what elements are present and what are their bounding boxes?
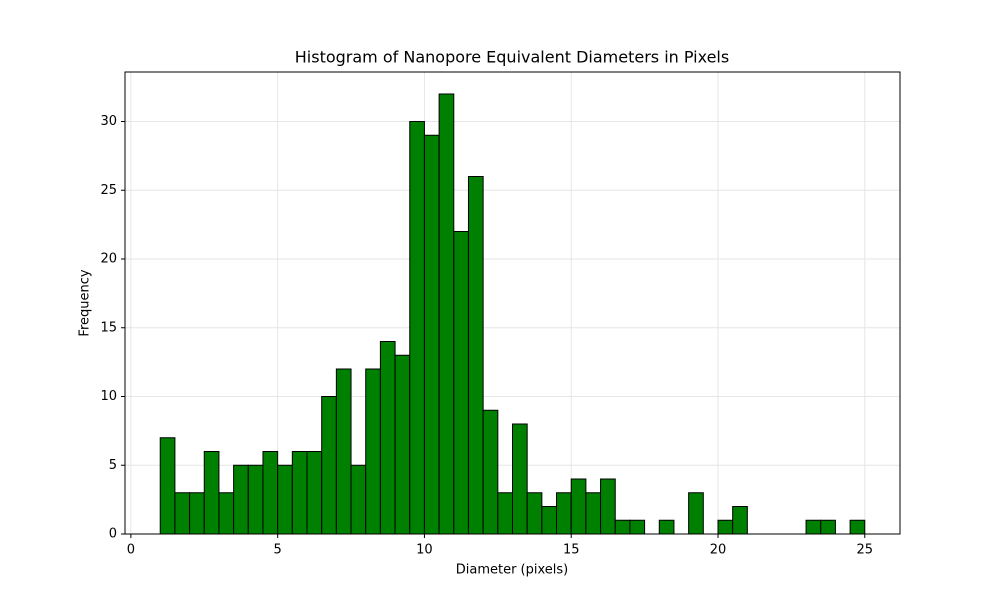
bar <box>585 492 602 535</box>
bar <box>262 451 279 535</box>
bar <box>321 396 337 535</box>
x-tick-label: 25 <box>856 543 873 558</box>
bar <box>233 464 249 535</box>
bar <box>379 341 396 535</box>
bar <box>159 437 176 535</box>
bar <box>688 492 704 535</box>
bar <box>438 93 455 535</box>
x-tick-label: 15 <box>563 543 580 558</box>
bar <box>467 176 484 535</box>
x-axis-label: Diameter (pixels) <box>456 563 569 578</box>
y-tick-label: 15 <box>100 320 117 335</box>
bar <box>526 492 543 535</box>
bar <box>497 492 513 535</box>
bar <box>570 478 587 535</box>
bar <box>423 134 440 535</box>
bar <box>306 451 323 535</box>
bar <box>247 464 264 535</box>
bar <box>174 492 191 535</box>
bar <box>453 231 469 535</box>
y-tick-label: 10 <box>100 389 117 404</box>
y-tick-label: 0 <box>109 527 117 542</box>
bar <box>849 519 866 535</box>
x-tick-label: 5 <box>274 543 282 558</box>
bar <box>218 492 235 535</box>
bar <box>394 354 411 535</box>
bar <box>732 506 748 535</box>
bar <box>291 451 308 535</box>
bar <box>512 423 528 535</box>
x-tick-label: 20 <box>710 543 727 558</box>
bar <box>277 464 293 535</box>
y-tick-label: 30 <box>100 114 117 129</box>
bar <box>805 519 822 535</box>
bar <box>189 492 205 535</box>
bar <box>409 121 425 535</box>
bar <box>556 492 572 535</box>
chart-title: Histogram of Nanopore Equivalent Diamete… <box>295 48 729 67</box>
y-tick-label: 25 <box>100 183 117 198</box>
bar <box>482 409 499 535</box>
x-tick-label: 0 <box>127 543 135 558</box>
bar <box>335 368 352 535</box>
plot-frame <box>124 71 901 535</box>
bar <box>629 519 646 535</box>
y-axis-label: Frequency <box>78 269 93 336</box>
y-tick-label: 5 <box>109 458 117 473</box>
y-tick-label: 20 <box>100 252 117 267</box>
bar <box>365 368 381 535</box>
x-tick-label: 10 <box>416 543 433 558</box>
bar <box>203 451 220 535</box>
bar <box>717 519 734 535</box>
bar <box>614 519 631 535</box>
bar <box>820 519 836 535</box>
bar <box>658 519 675 535</box>
bar <box>350 464 367 535</box>
bar <box>600 478 616 535</box>
bar <box>541 506 558 535</box>
